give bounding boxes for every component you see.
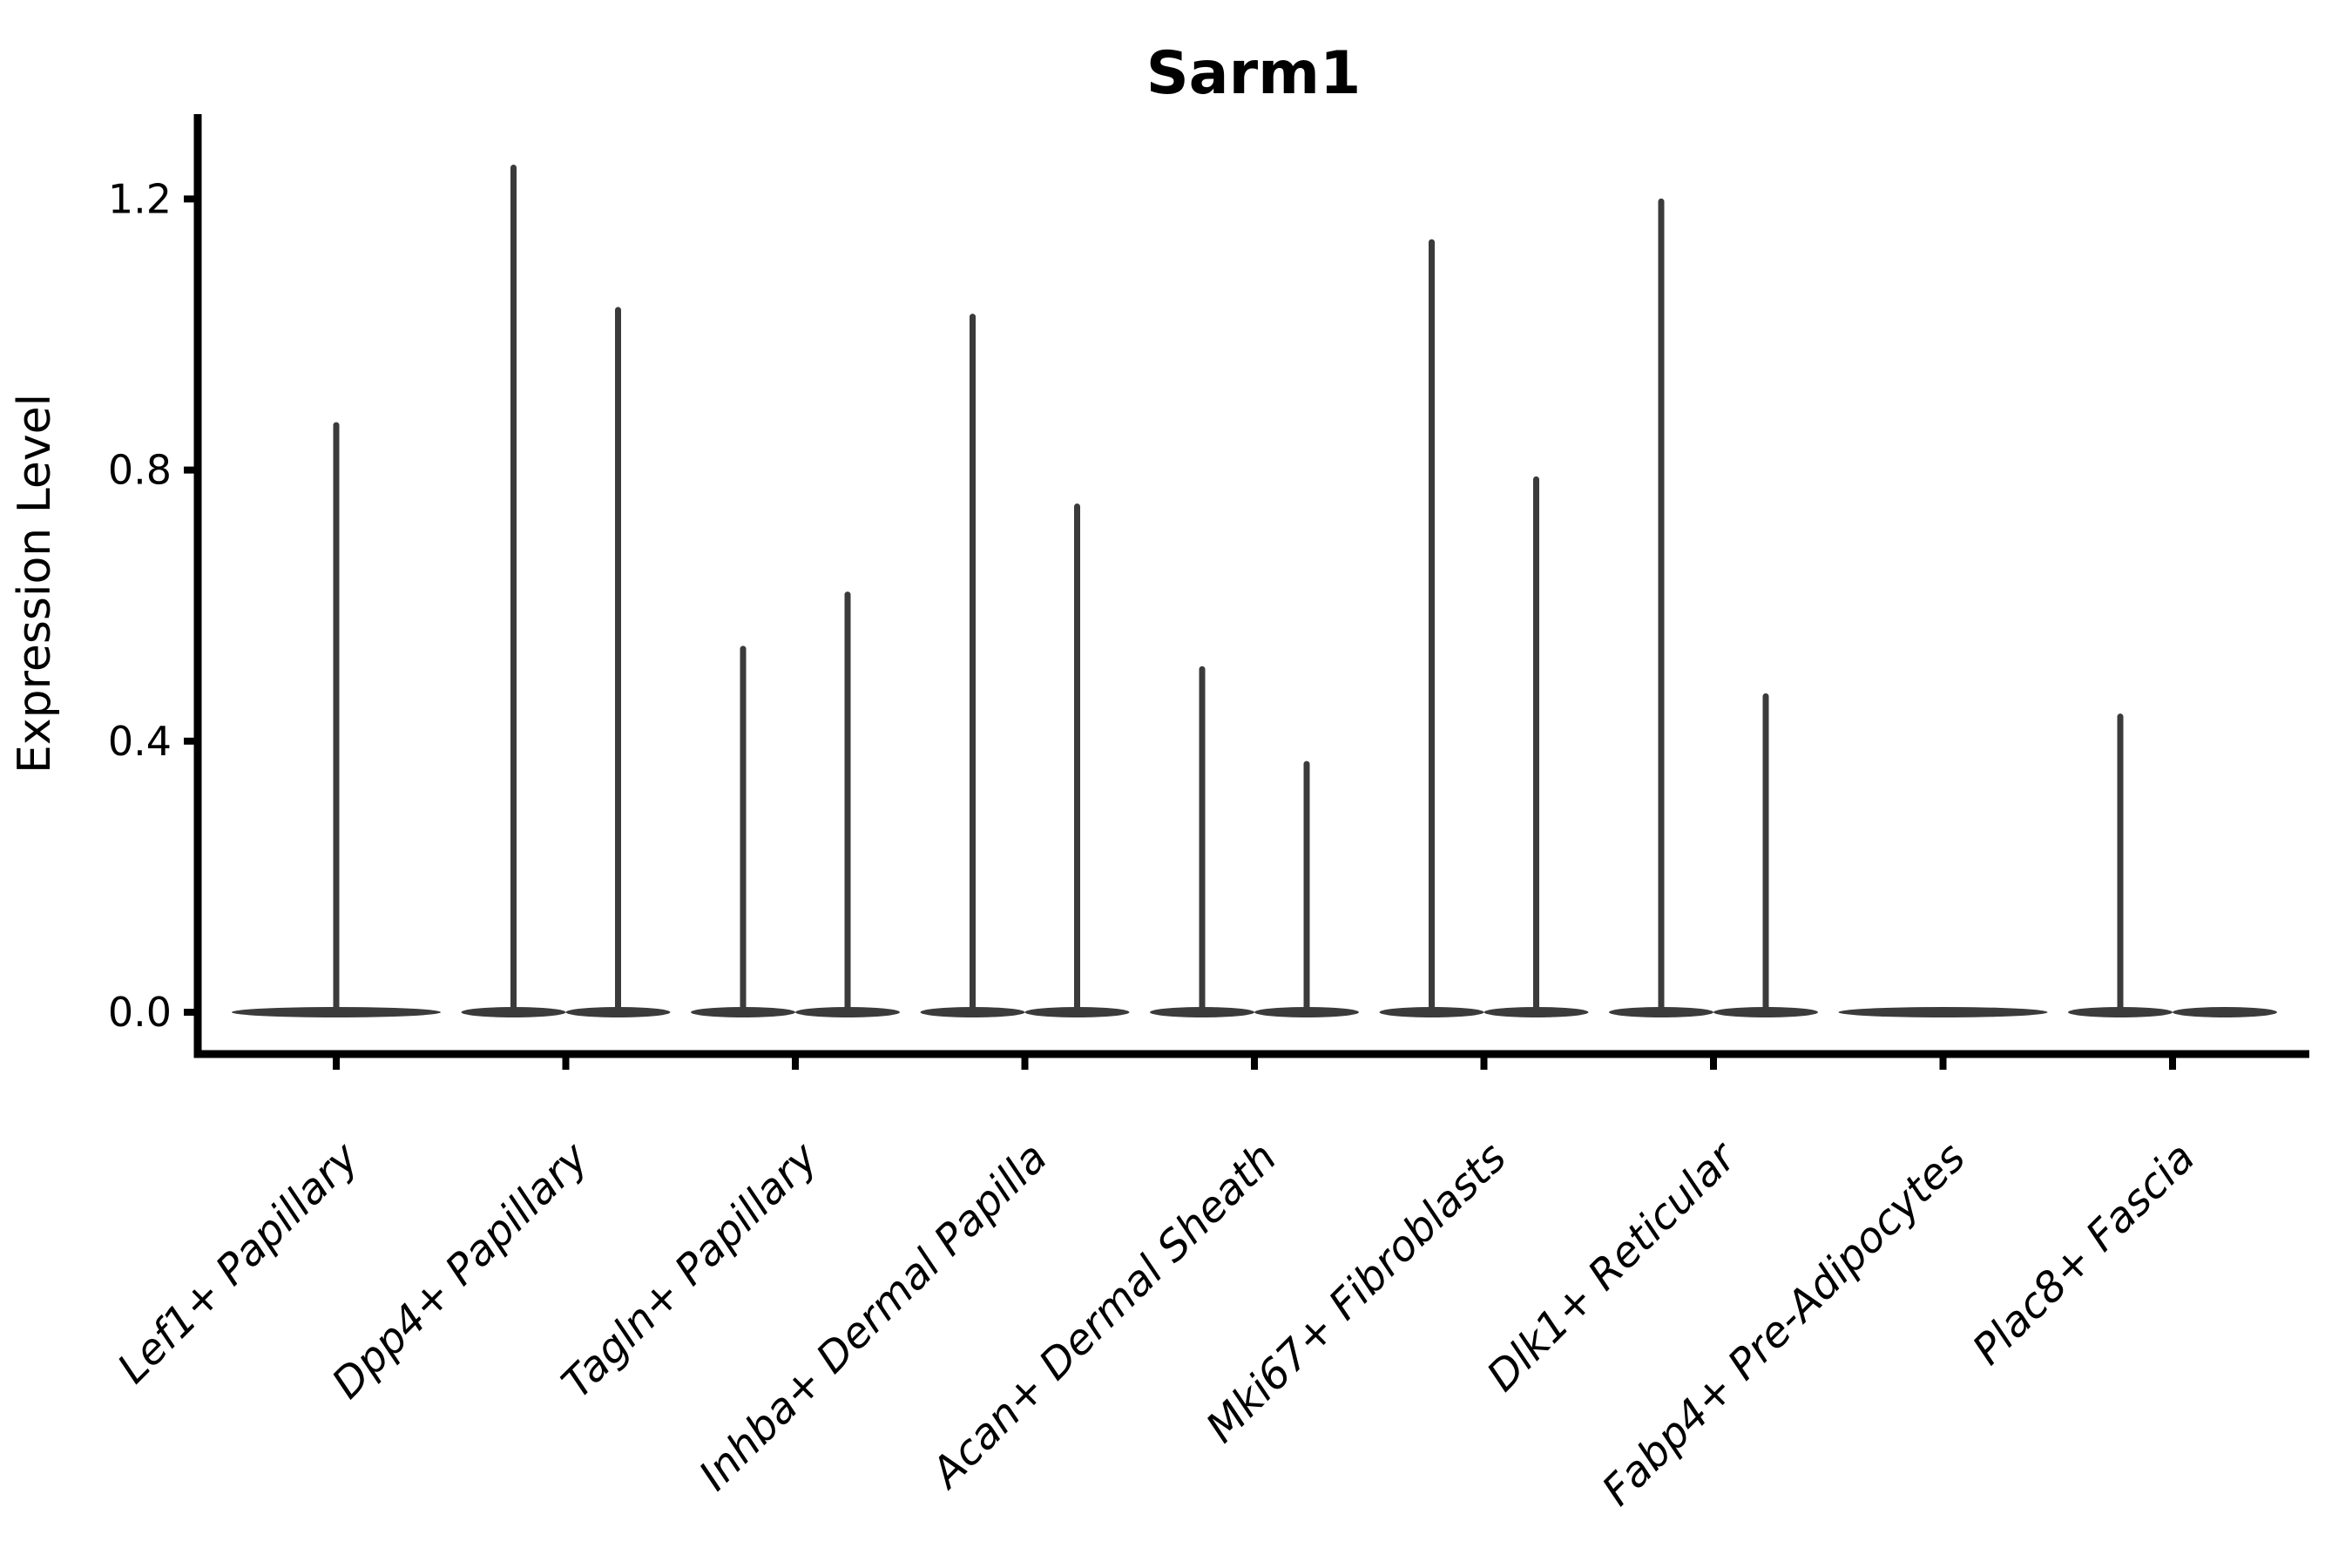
x-tick-label: Tagln+ Papillary <box>552 1132 828 1408</box>
x-tick-label: Fabp4+ Pre-Adipocytes <box>1592 1133 1975 1516</box>
y-tick-label: 0.8 <box>108 447 172 494</box>
y-tick-label: 0.0 <box>108 989 172 1036</box>
x-tick-label: Lef1+ Papillary <box>108 1132 368 1393</box>
labels-layer: Sarm1 Expression Level <box>9 39 1361 774</box>
y-tick-label: 0.4 <box>108 718 172 765</box>
y-axis-label: Expression Level <box>9 394 61 774</box>
x-tick-label: Dpp4+ Papillary <box>322 1132 598 1408</box>
y-tick-label: 1.2 <box>108 175 172 222</box>
x-tick-label: Dlk1+ Reticular <box>1477 1132 1747 1402</box>
violin-baseline <box>2173 1007 2277 1017</box>
violin-baseline <box>1838 1007 2048 1017</box>
chart-title: Sarm1 <box>1146 39 1362 108</box>
x-tick-label: Plac8+ Fascia <box>1963 1133 2205 1375</box>
violins-layer <box>232 165 2277 1017</box>
